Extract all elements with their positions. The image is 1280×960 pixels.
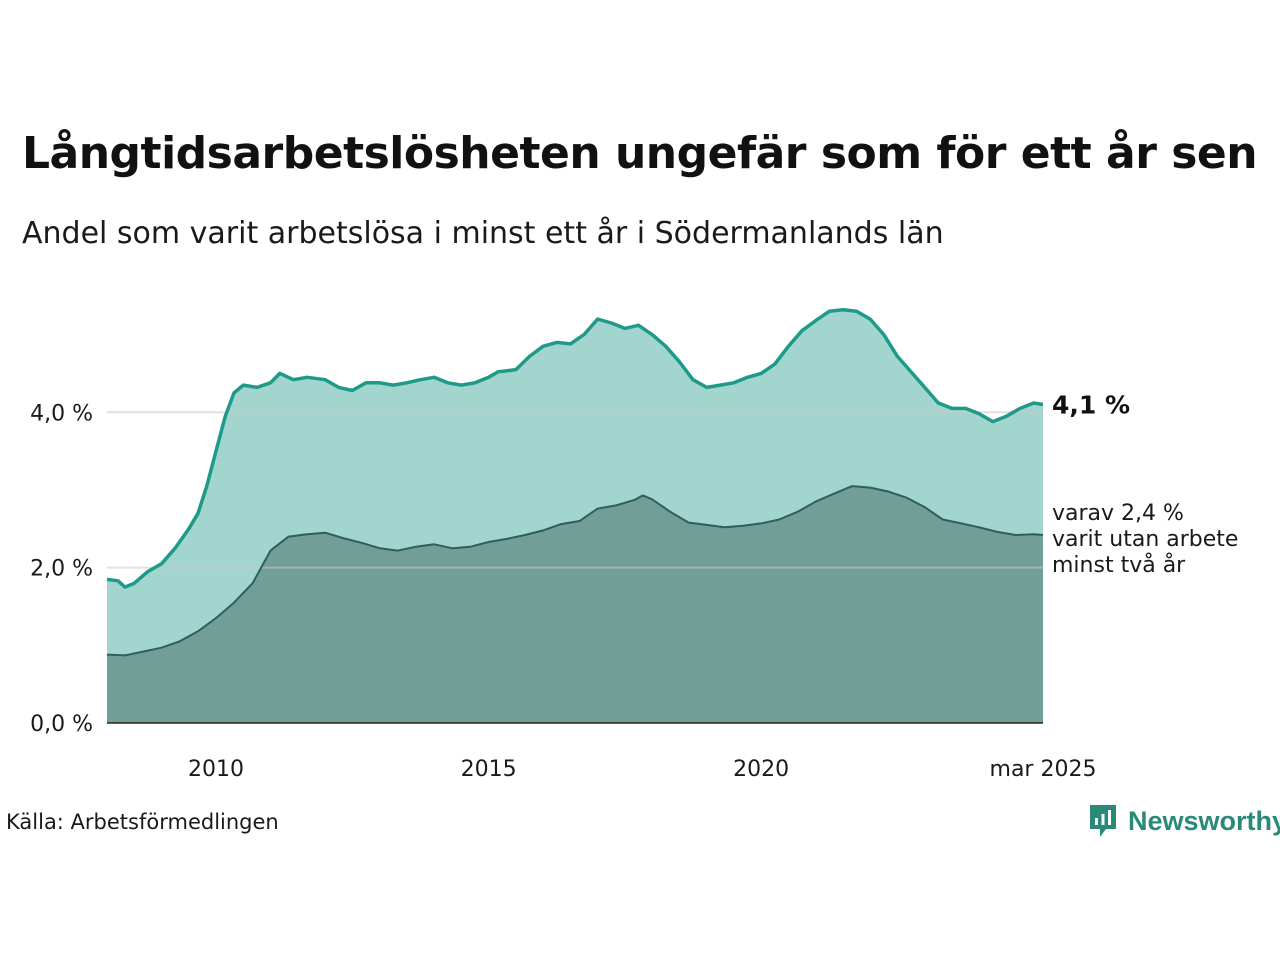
end-label-two-years-line: varit utan arbete [1052, 527, 1238, 552]
area-chart: 0,0 % 2,0 % 4,0 % 2010 2015 2020 mar 2025 4,1 %… [30, 307, 1238, 782]
y-tick-label: 0,0 % [30, 712, 93, 737]
x-tick-label: 2020 [733, 757, 789, 782]
x-tick-label: 2010 [188, 757, 244, 782]
newsworthy-logo-icon [1090, 805, 1116, 837]
x-tick-label: 2015 [461, 757, 517, 782]
end-label-total: 4,1 % [1052, 391, 1130, 420]
series-area-two-years [107, 486, 1043, 723]
y-tick-label: 4,0 % [30, 401, 93, 426]
x-tick-label: mar 2025 [990, 757, 1097, 782]
series-line-two-years [106, 485, 1044, 657]
end-label-two-years-line: varav 2,4 % [1052, 501, 1184, 526]
chart-title: Långtidsarbetslösheten ungefär som för e… [22, 128, 1258, 179]
end-label-two-years-line: minst två år [1052, 552, 1186, 578]
brand-name: Newsworthy [1128, 805, 1280, 836]
y-tick-label: 2,0 % [30, 557, 93, 582]
series-line-total [106, 307, 1044, 589]
brand-logo: Newsworthy [1088, 803, 1280, 839]
chart-subtitle: Andel som varit arbetslösa i minst ett å… [22, 216, 944, 251]
source-note: Källa: Arbetsförmedlingen [6, 810, 279, 834]
